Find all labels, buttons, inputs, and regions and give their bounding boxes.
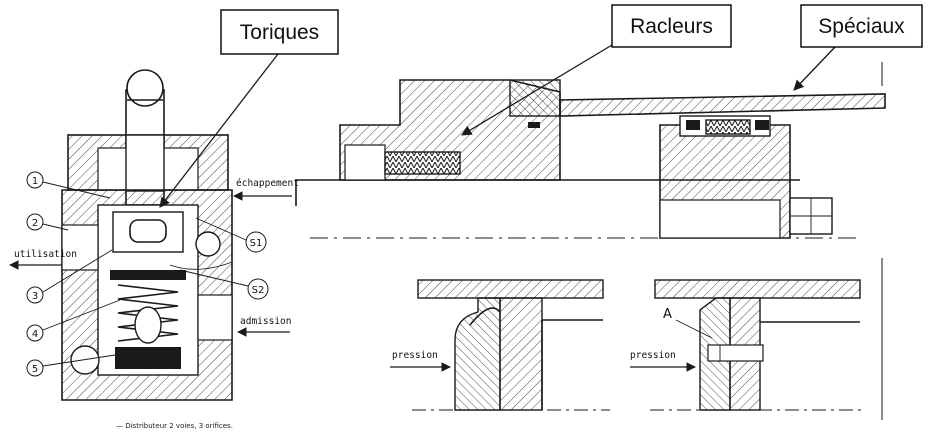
callout-racleurs: Racleurs [611,4,732,48]
port-s2: S2 [179,269,269,300]
label-admission: admission [240,316,291,327]
flow-arrows-left [9,191,292,337]
svg-text:S1: S1 [250,238,263,249]
label-pression-right: pression [630,350,676,361]
port-s1: S1 [195,217,267,253]
part-number-4: 4 [26,299,121,342]
svg-text:3: 3 [32,291,38,302]
callout-speciaux: Spéciaux [800,4,923,48]
bottom-left-seal-detail [390,279,610,411]
callout-pointers [159,44,837,208]
svg-text:Toriques: Toriques [240,21,319,44]
label-echappement: échappement [236,178,299,189]
label-utilisation: utilisation [14,249,77,260]
callout-toriques: Toriques [220,9,339,55]
label-pression-left: pression [392,350,438,361]
marker-a: A [663,307,672,322]
svg-text:4: 4 [32,329,38,340]
svg-text:Spéciaux: Spéciaux [818,15,905,38]
bottom-right-seal-detail [630,279,862,411]
svg-text:5: 5 [32,364,38,375]
part-number-2: 2 [26,213,69,231]
svg-text:Racleurs: Racleurs [630,15,713,38]
svg-text:1: 1 [32,176,38,187]
part-number-1: 1 [26,171,111,199]
part-number-3: 3 [26,249,113,304]
valve-drawing [61,69,233,401]
svg-text:S2: S2 [252,285,265,296]
part-number-5: 5 [26,354,116,377]
svg-text:2: 2 [32,218,38,229]
seal-assembly-drawing [295,62,886,420]
figure-caption: — Distributeur 2 voies, 3 orifices. [116,422,233,430]
